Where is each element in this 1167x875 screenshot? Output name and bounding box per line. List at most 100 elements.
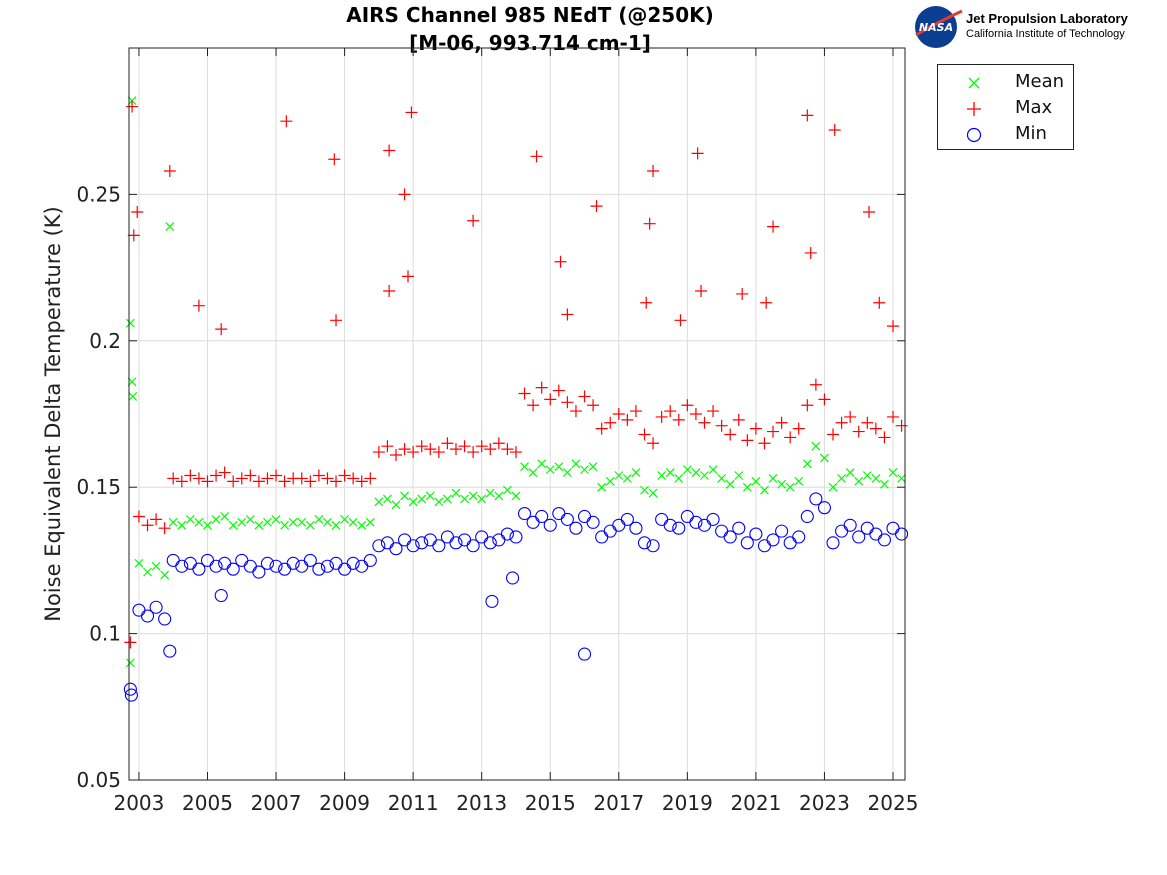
min-point bbox=[783, 536, 797, 550]
min-point bbox=[243, 559, 257, 573]
max-point bbox=[674, 314, 687, 327]
max-point bbox=[707, 405, 720, 418]
max-point bbox=[647, 437, 660, 450]
max-point bbox=[484, 443, 497, 456]
max-point bbox=[569, 405, 582, 418]
mean-point bbox=[717, 473, 727, 483]
min-point bbox=[175, 559, 189, 573]
min-point bbox=[757, 539, 772, 553]
max-point bbox=[758, 437, 771, 450]
data-points bbox=[123, 96, 909, 702]
mean-point bbox=[614, 471, 624, 480]
min-point bbox=[389, 542, 403, 556]
mean-point bbox=[888, 468, 898, 477]
mean-point bbox=[165, 222, 175, 232]
max-point bbox=[672, 413, 685, 426]
max-point bbox=[655, 410, 668, 423]
min-point bbox=[792, 530, 806, 544]
mean-point bbox=[802, 459, 812, 469]
min-point bbox=[312, 562, 326, 576]
min-point bbox=[843, 518, 857, 532]
max-point bbox=[552, 384, 565, 397]
svg-text:NASA: NASA bbox=[919, 21, 953, 34]
min-point bbox=[269, 559, 283, 573]
y-axis-label: Noise Equivalent Delta Temperature (K) bbox=[41, 206, 65, 622]
max-point bbox=[304, 475, 317, 488]
mean-point bbox=[725, 479, 735, 489]
min-point bbox=[535, 509, 549, 524]
y-tick-label: 0.2 bbox=[89, 329, 121, 353]
mean-point bbox=[811, 441, 821, 451]
mean-point bbox=[400, 491, 410, 501]
legend-item-min: Min bbox=[938, 121, 1073, 147]
max-point bbox=[127, 229, 140, 242]
min-point bbox=[286, 556, 300, 570]
max-point bbox=[835, 416, 848, 429]
min-point bbox=[603, 524, 617, 538]
max-point bbox=[415, 440, 428, 453]
min-point bbox=[895, 527, 909, 541]
min-point bbox=[800, 509, 814, 524]
max-point bbox=[270, 469, 283, 482]
min-point bbox=[877, 533, 891, 547]
min-point bbox=[398, 533, 412, 547]
mean-point bbox=[648, 488, 658, 498]
mean-point bbox=[588, 462, 598, 472]
min-point bbox=[723, 530, 737, 544]
max-point bbox=[792, 422, 805, 435]
min-point bbox=[183, 556, 197, 570]
min-point bbox=[577, 647, 592, 661]
max-point bbox=[801, 109, 814, 122]
mean-point bbox=[220, 512, 230, 521]
max-point bbox=[544, 393, 557, 406]
mean-point bbox=[442, 494, 452, 504]
max-point bbox=[828, 123, 841, 136]
max-point bbox=[741, 434, 754, 447]
y-tick-label: 0.25 bbox=[76, 182, 121, 206]
min-point bbox=[517, 507, 532, 521]
x-tick-label: 2007 bbox=[251, 791, 302, 815]
max-point bbox=[804, 246, 817, 259]
x-tick-label: 2013 bbox=[456, 791, 507, 815]
min-point bbox=[466, 539, 480, 553]
max-point bbox=[681, 399, 694, 412]
min-point bbox=[775, 524, 789, 538]
min-point bbox=[577, 509, 592, 524]
max-point bbox=[535, 381, 548, 394]
mean-point bbox=[597, 482, 607, 492]
max-point bbox=[449, 443, 462, 456]
mean-point bbox=[494, 491, 504, 501]
mean-point bbox=[451, 488, 461, 498]
mean-point bbox=[862, 471, 872, 480]
max-point bbox=[424, 443, 437, 456]
max-point bbox=[554, 255, 567, 268]
mean-point bbox=[323, 517, 332, 527]
min-point bbox=[346, 556, 360, 570]
min-point bbox=[440, 530, 454, 544]
mean-point bbox=[194, 517, 204, 527]
max-point bbox=[192, 472, 205, 485]
max-point bbox=[167, 472, 180, 485]
max-point bbox=[530, 150, 543, 163]
max-point bbox=[887, 320, 900, 333]
legend-label: Mean bbox=[1015, 71, 1065, 92]
min-point bbox=[218, 556, 232, 570]
min-point bbox=[192, 562, 206, 576]
max-point bbox=[578, 390, 591, 403]
max-point bbox=[561, 396, 574, 409]
min-point bbox=[706, 512, 720, 526]
mean-point bbox=[777, 479, 787, 489]
x-tick-label: 2021 bbox=[730, 791, 781, 815]
legend-item-mean: Mean bbox=[938, 69, 1073, 95]
max-point bbox=[640, 296, 653, 309]
max-point bbox=[878, 431, 891, 444]
max-point bbox=[163, 164, 176, 177]
max-point bbox=[184, 469, 197, 482]
max-point bbox=[724, 428, 737, 441]
mean-point bbox=[665, 468, 675, 477]
min-point bbox=[252, 565, 266, 579]
max-point bbox=[818, 393, 831, 406]
mean-point bbox=[502, 485, 512, 495]
max-point bbox=[215, 323, 228, 336]
min-point bbox=[124, 688, 138, 702]
